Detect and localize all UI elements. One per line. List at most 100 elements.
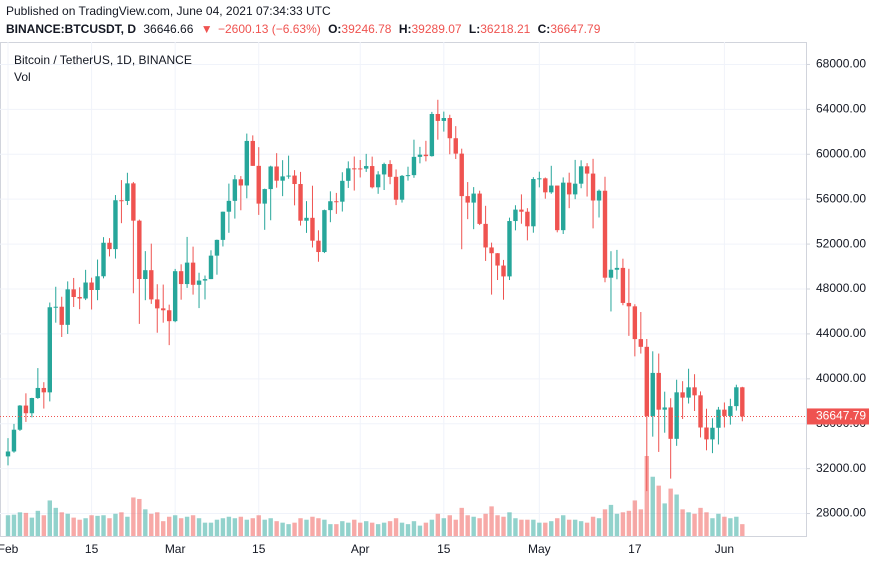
candle-body: [149, 270, 154, 300]
l-value: 36218.21: [480, 22, 530, 36]
candle-body: [137, 220, 142, 279]
candle-body: [77, 297, 82, 299]
candle-body: [23, 405, 29, 414]
volume-bar: [459, 507, 464, 536]
y-tick-label: 28000.00: [816, 506, 866, 520]
volume-bar: [453, 519, 458, 536]
candle-body: [525, 211, 530, 227]
volume-bar: [364, 521, 369, 536]
volume-bar: [226, 516, 232, 536]
volume-bar: [411, 521, 417, 536]
candle-body: [107, 242, 112, 250]
volume-bar: [107, 518, 112, 536]
c-value: 36647.79: [550, 22, 600, 36]
candle-body: [668, 407, 673, 439]
volume-bar: [602, 509, 608, 536]
candle-body: [650, 372, 655, 416]
candle-body: [555, 185, 560, 231]
candle-body: [17, 405, 23, 430]
y-tick-label: 32000.00: [816, 461, 866, 475]
volume-bar: [17, 512, 23, 536]
x-tick-label: 15: [85, 542, 99, 556]
volume-bar: [614, 513, 620, 536]
volume-bar: [513, 518, 518, 536]
candle-body: [596, 190, 602, 201]
candle-body: [286, 175, 291, 177]
candle-body: [393, 176, 399, 200]
volume-bar: [501, 516, 506, 536]
volume-bar: [644, 456, 649, 536]
y-tick-label: 44000.00: [816, 326, 866, 340]
change: −2600.13 (−6.63%): [218, 22, 321, 36]
candle-body: [71, 289, 76, 298]
candle-body: [722, 409, 727, 416]
x-tick-label: Apr: [351, 542, 370, 556]
symbol-line: BINANCE:BTCUSDT, D 36646.66 ▼ −2600.13 (…: [6, 22, 601, 36]
h-value: 39289.07: [412, 22, 462, 36]
y-tick-label: 64000.00: [816, 102, 866, 116]
candle-body: [274, 166, 279, 181]
volume-bar: [740, 524, 745, 536]
volume-bar: [704, 512, 709, 536]
arrow: ▼: [201, 22, 213, 36]
volume-bar: [561, 515, 566, 536]
y-tick-label: 68000.00: [816, 57, 866, 71]
candle-body: [214, 239, 220, 256]
volume-bar: [178, 518, 184, 536]
candle-body: [387, 164, 393, 177]
candle-body: [507, 221, 512, 277]
candle-body: [489, 247, 494, 254]
candle-body: [638, 339, 644, 347]
candle-body: [566, 182, 572, 195]
volume-bar: [29, 517, 35, 536]
volume-bar: [728, 518, 733, 536]
volume-bar: [692, 513, 697, 536]
candle-body: [656, 372, 661, 410]
volume-bar: [334, 524, 339, 536]
candle-body: [208, 255, 214, 280]
volume-bar: [101, 515, 106, 536]
candle-body: [405, 175, 411, 177]
volume-bar: [495, 515, 500, 536]
y-tick-label: 40000.00: [816, 371, 866, 385]
volume-bar: [280, 522, 285, 536]
volume-bar: [83, 518, 88, 536]
volume-bar: [256, 515, 261, 536]
volume-bar: [638, 509, 644, 536]
volume-bar: [250, 518, 255, 536]
candle-body: [411, 156, 417, 176]
candle-body: [95, 276, 100, 290]
candle-body: [662, 407, 667, 410]
candle-body: [352, 168, 357, 170]
candle-body: [53, 306, 58, 308]
candle-body: [364, 166, 369, 169]
plot: [0, 42, 806, 536]
volume-bar: [208, 522, 214, 536]
h-label: H:: [399, 22, 412, 36]
candle-body: [644, 346, 649, 416]
candle-body: [268, 166, 273, 190]
volume-bar: [531, 519, 536, 536]
volume-bar: [519, 519, 524, 536]
candle-body: [686, 387, 691, 398]
volume-bar: [375, 524, 381, 536]
volume-bar: [5, 515, 11, 536]
candle-body: [119, 200, 124, 202]
candle-body: [172, 271, 178, 322]
candle-body: [125, 183, 130, 201]
volume-bar: [190, 515, 196, 536]
volume-bar: [352, 519, 357, 536]
candle-body: [334, 201, 339, 203]
l-label: L:: [469, 22, 480, 36]
volume-bar: [77, 519, 82, 536]
candle-body: [441, 118, 447, 121]
volume-bar: [155, 512, 160, 536]
candle-body: [59, 306, 64, 325]
y-tick-label: 52000.00: [816, 236, 866, 250]
candle-body: [590, 173, 596, 201]
volume-bar: [734, 516, 739, 536]
volume-bar: [23, 512, 29, 536]
last: 36646.66: [143, 22, 193, 36]
volume-bar: [340, 521, 345, 536]
volume-bar: [399, 522, 405, 536]
